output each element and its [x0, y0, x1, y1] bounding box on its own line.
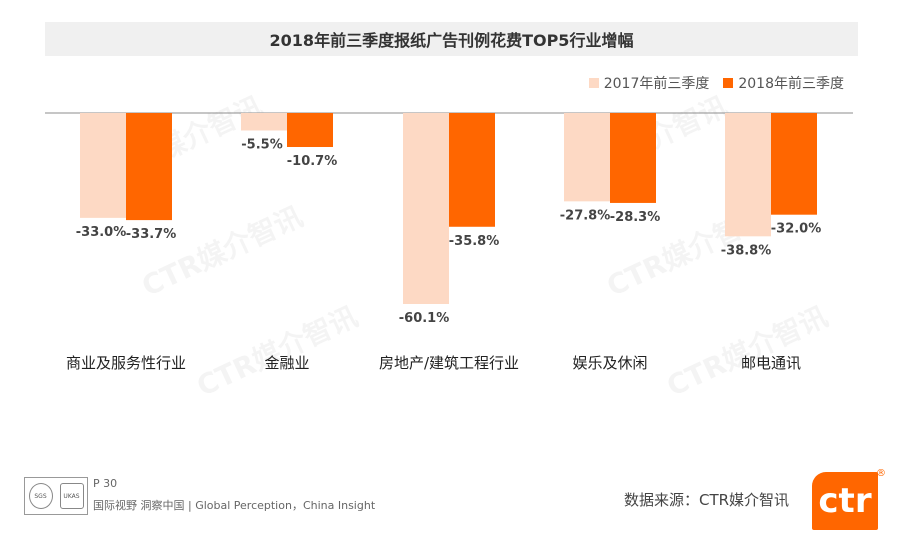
- data-label-2017-4: -38.8%: [721, 243, 772, 258]
- bar-2017-4: [725, 113, 771, 237]
- tagline: 国际视野 洞察中国 | Global Perception，China Insi…: [93, 499, 376, 512]
- registered-mark-icon: ®: [876, 468, 886, 479]
- data-label-2018-3: -28.3%: [610, 210, 661, 225]
- chart-title: 2018年前三季度报纸广告刊例花费TOP5行业增幅: [269, 31, 634, 50]
- category-label-2: 房地产/建筑工程行业: [379, 354, 519, 372]
- legend-label-2017: 2017年前三季度: [603, 76, 710, 92]
- category-label-1: 金融业: [264, 354, 309, 372]
- legend-item-2017: 2017年前三季度: [588, 73, 710, 93]
- bar-2017-2: [403, 113, 449, 304]
- data-label-2018-1: -10.7%: [287, 154, 338, 169]
- category-label-4: 邮电通讯: [741, 354, 801, 372]
- page-number: P 30: [93, 477, 118, 490]
- bar-2018-2: [449, 113, 495, 227]
- bar-2017-1: [241, 113, 287, 131]
- data-label-2017-2: -60.1%: [399, 311, 450, 326]
- category-label-0: 商业及服务性行业: [66, 354, 186, 372]
- data-label-2018-2: -35.8%: [449, 234, 500, 249]
- ukas-cert-icon: UKAS: [59, 483, 84, 509]
- data-label-2018-4: -32.0%: [771, 222, 822, 237]
- bar-2018-0: [126, 113, 172, 221]
- legend-item-2018: 2018年前三季度: [723, 73, 844, 93]
- bar-2018-4: [771, 113, 817, 215]
- certification-logos: SGS UKAS: [24, 477, 88, 515]
- legend: 2017年前三季度 2018年前三季度: [588, 73, 844, 93]
- data-label-2017-1: -5.5%: [241, 137, 282, 152]
- bar-2018-1: [287, 113, 333, 148]
- bar-2017-3: [564, 113, 610, 202]
- category-label-3: 娱乐及休闲: [572, 354, 647, 372]
- chart-title-bar: 2018年前三季度报纸广告刊例花费TOP5行业增幅: [45, 22, 858, 56]
- legend-label-2018: 2018年前三季度: [738, 76, 844, 92]
- bar-2017-0: [80, 113, 126, 218]
- data-label-2018-0: -33.7%: [126, 227, 177, 242]
- data-source: 数据来源：CTR媒介智讯: [624, 491, 790, 509]
- data-label-2017-0: -33.0%: [76, 225, 127, 240]
- legend-swatch-2017: [588, 78, 599, 88]
- ctr-logo: ctr: [812, 472, 878, 530]
- sgs-cert-icon: SGS: [28, 483, 53, 509]
- legend-swatch-2018: [723, 78, 734, 88]
- data-label-2017-3: -27.8%: [560, 208, 611, 223]
- bar-2018-3: [610, 113, 656, 203]
